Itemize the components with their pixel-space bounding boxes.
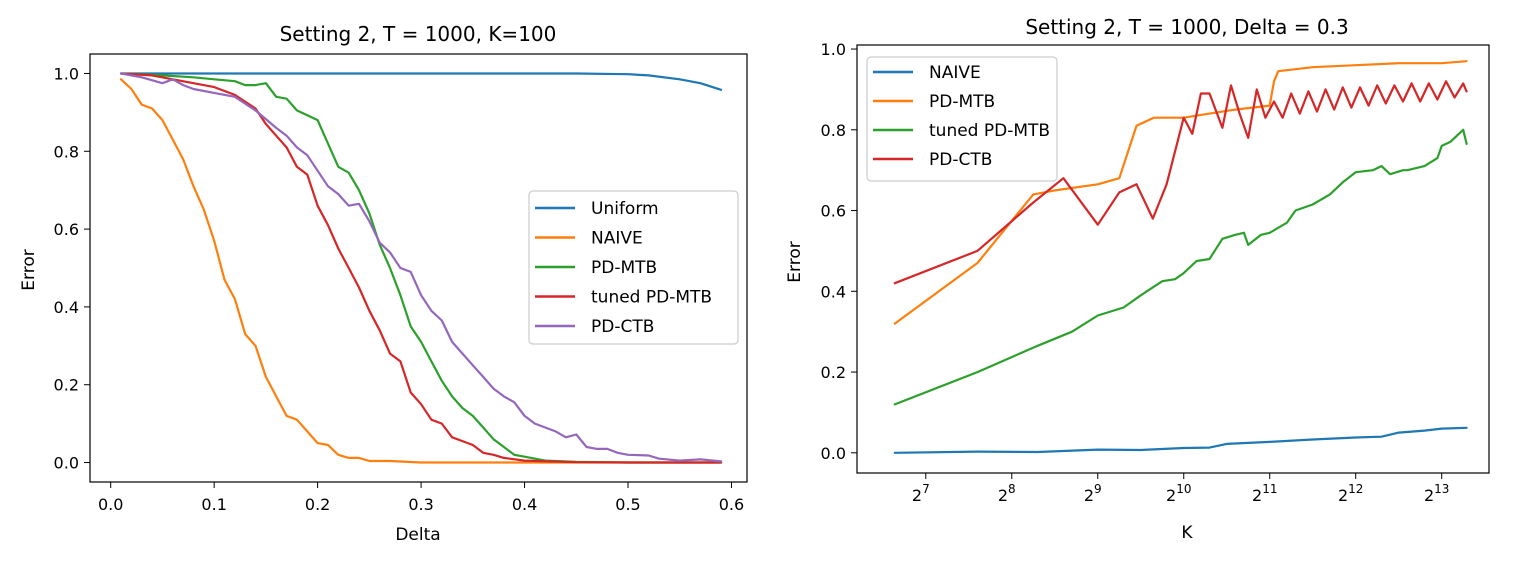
left-legend-label: tuned PD-MTB	[591, 288, 712, 308]
right-series-line-tuned-pd-mtb	[893, 128, 1468, 406]
right-legend: NAIVE PD-MTB tuned PD-MTB PD-CTB	[866, 56, 1058, 182]
left-x-tick-label: 0.0	[98, 495, 123, 514]
right-y-tick-label: 1.0	[821, 40, 846, 59]
left-x-tick-label: 0.4	[512, 495, 537, 514]
right-series-line-naive	[893, 426, 1468, 454]
left-x-tick-label: 0.5	[615, 495, 640, 514]
left-x-tick-label: 0.1	[201, 495, 226, 514]
right-legend-entries: NAIVE PD-MTB tuned PD-MTB PD-CTB	[873, 63, 1050, 170]
right-x-tick-label: 212	[1338, 482, 1363, 505]
right-axis-ticks: 0.0 0.2 0.4 0.6 0.8 1.0 27 28 29 210 211 212 213	[821, 40, 1450, 505]
right-x-tick-label: 28	[998, 482, 1016, 505]
left-series-line-uniform	[119, 72, 723, 91]
right-legend-label: NAIVE	[929, 63, 981, 83]
right-x-tick-label: 29	[1084, 482, 1102, 505]
left-series-line-naive	[119, 78, 723, 464]
left-series-line-pd-mtb	[119, 72, 723, 464]
right-x-axis-label: K	[1181, 523, 1193, 543]
left-series-group	[119, 72, 723, 464]
left-x-axis-label: Delta	[395, 525, 440, 545]
left-series-line-tuned-pd-mtb	[119, 72, 723, 464]
right-x-tick-label: 211	[1252, 482, 1277, 505]
left-y-tick-label: 0.2	[54, 376, 79, 395]
left-x-tick-label: 0.3	[408, 495, 433, 514]
right-legend-label: PD-MTB	[929, 92, 995, 112]
right-x-tick-label: 210	[1166, 482, 1191, 505]
right-chart-title: Setting 2, T = 1000, Delta = 0.3	[1025, 15, 1348, 39]
right-y-tick-label: 0.8	[821, 121, 846, 140]
left-y-tick-label: 1.0	[54, 64, 79, 83]
left-plot-frame	[89, 53, 748, 483]
right-legend-label: PD-CTB	[929, 150, 992, 170]
right-x-tick-label: 27	[912, 482, 930, 505]
right-chart: Setting 2, T = 1000, Delta = 0.3 0.00.20…	[785, 15, 1490, 543]
left-legend-label: PD-CTB	[591, 317, 654, 337]
right-legend-box	[866, 56, 1058, 182]
right-plot-frame	[856, 44, 1490, 474]
right-y-tick-label: 0.2	[821, 363, 846, 382]
left-legend-label: Uniform	[591, 199, 659, 219]
left-y-axis-label: Error	[19, 249, 39, 290]
left-legend-box	[528, 190, 739, 345]
right-y-tick-label: 0.4	[821, 282, 846, 301]
left-axis-ticks: 0.0 0.2 0.4 0.6 0.8 1.0 0.0 0.1 0.2 0.3 0.4 0.5 0.6	[54, 64, 745, 514]
left-y-tick-label: 0.4	[54, 298, 79, 317]
left-y-tick-label: 0.6	[54, 220, 79, 239]
left-legend-label: PD-MTB	[591, 258, 657, 278]
right-y-axis-label: Error	[785, 241, 805, 282]
left-chart-title: Setting 2, T = 1000, K=100	[280, 22, 557, 46]
left-x-tick-label: 0.6	[719, 495, 744, 514]
left-y-tick-label: 0.0	[54, 454, 79, 473]
left-x-tick-label: 0.2	[305, 495, 330, 514]
right-y-tick-label: 0.6	[821, 202, 846, 221]
right-series-group	[893, 60, 1468, 454]
right-y-tick-label: 0.0	[821, 444, 846, 463]
right-legend-label: tuned PD-MTB	[929, 121, 1050, 141]
left-legend-entries: Uniform NAIVE PD-MTB tuned PD-MTB PD-CTB	[535, 199, 712, 337]
left-series-line-pd-ctb	[119, 72, 723, 463]
left-legend-label: NAIVE	[591, 229, 643, 249]
right-series-line-pd-ctb	[893, 80, 1468, 285]
left-legend: Uniform NAIVE PD-MTB tuned PD-MTB PD-CTB	[528, 190, 739, 345]
left-y-tick-label: 0.8	[54, 142, 79, 161]
right-x-tick-label: 213	[1424, 482, 1449, 505]
left-chart: Setting 2, T = 1000, K=100 0.00.20.40.60…	[19, 22, 748, 545]
